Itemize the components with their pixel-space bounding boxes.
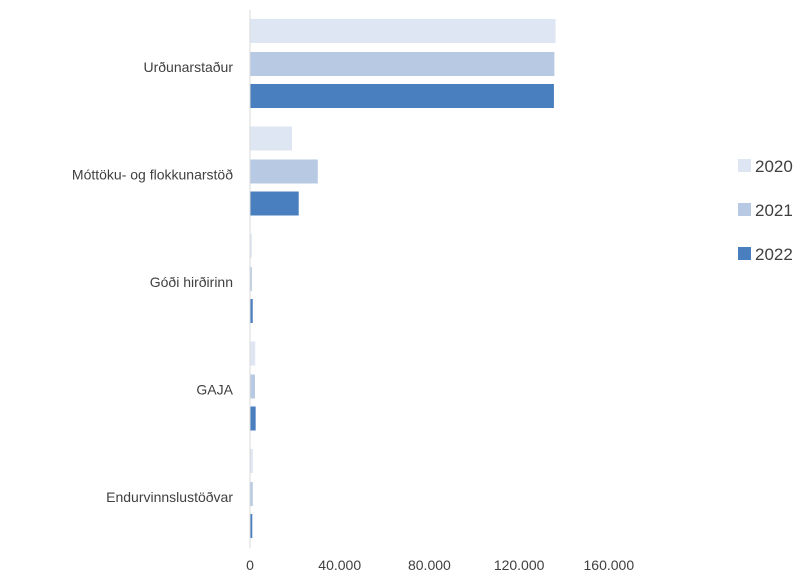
bar-2022: [250, 191, 299, 216]
category-label: Góði hirðirinn: [150, 274, 233, 290]
category-label: Endurvinnslustöðvar: [106, 489, 233, 505]
bar-2020: [250, 341, 256, 366]
legend-label-2022: 2022: [755, 245, 793, 264]
bar-2022: [250, 406, 256, 431]
x-tick-labels: 0 40.000 80.000 120.000 160.000: [246, 557, 634, 573]
bar-2020: [250, 234, 252, 258]
legend-swatch-2021: [738, 203, 751, 216]
bar-2021: [250, 267, 252, 291]
bar-2020: [250, 126, 292, 151]
bar-2021: [250, 374, 255, 399]
bar-2020: [250, 19, 556, 43]
bar-2022: [250, 84, 554, 108]
bar-2021: [250, 159, 318, 184]
legend-swatch-2022: [738, 247, 751, 260]
category-label: Móttöku- og flokkunarstöð: [72, 167, 233, 183]
category-label: GAJA: [196, 382, 233, 398]
bar-2020: [250, 449, 253, 473]
x-tick-label: 40.000: [318, 557, 361, 573]
bar-2021: [250, 482, 253, 506]
legend-label-2020: 2020: [755, 157, 793, 176]
bar-2022: [250, 299, 253, 323]
x-tick-label: 120.000: [494, 557, 545, 573]
legend-swatch-2020: [738, 159, 751, 172]
category-label: Urðunarstaður: [144, 59, 234, 75]
bars-group: [250, 19, 556, 538]
bar-2021: [250, 52, 555, 76]
category-labels: Urðunarstaður Móttöku- og flokkunarstöð Gó…: [72, 59, 234, 505]
x-tick-label: 80.000: [408, 557, 451, 573]
legend: 2020 2021 2022: [738, 157, 793, 264]
legend-label-2021: 2021: [755, 201, 793, 220]
x-tick-label: 160.000: [584, 557, 635, 573]
x-tick-label: 0: [246, 557, 254, 573]
bar-2022: [250, 514, 253, 538]
